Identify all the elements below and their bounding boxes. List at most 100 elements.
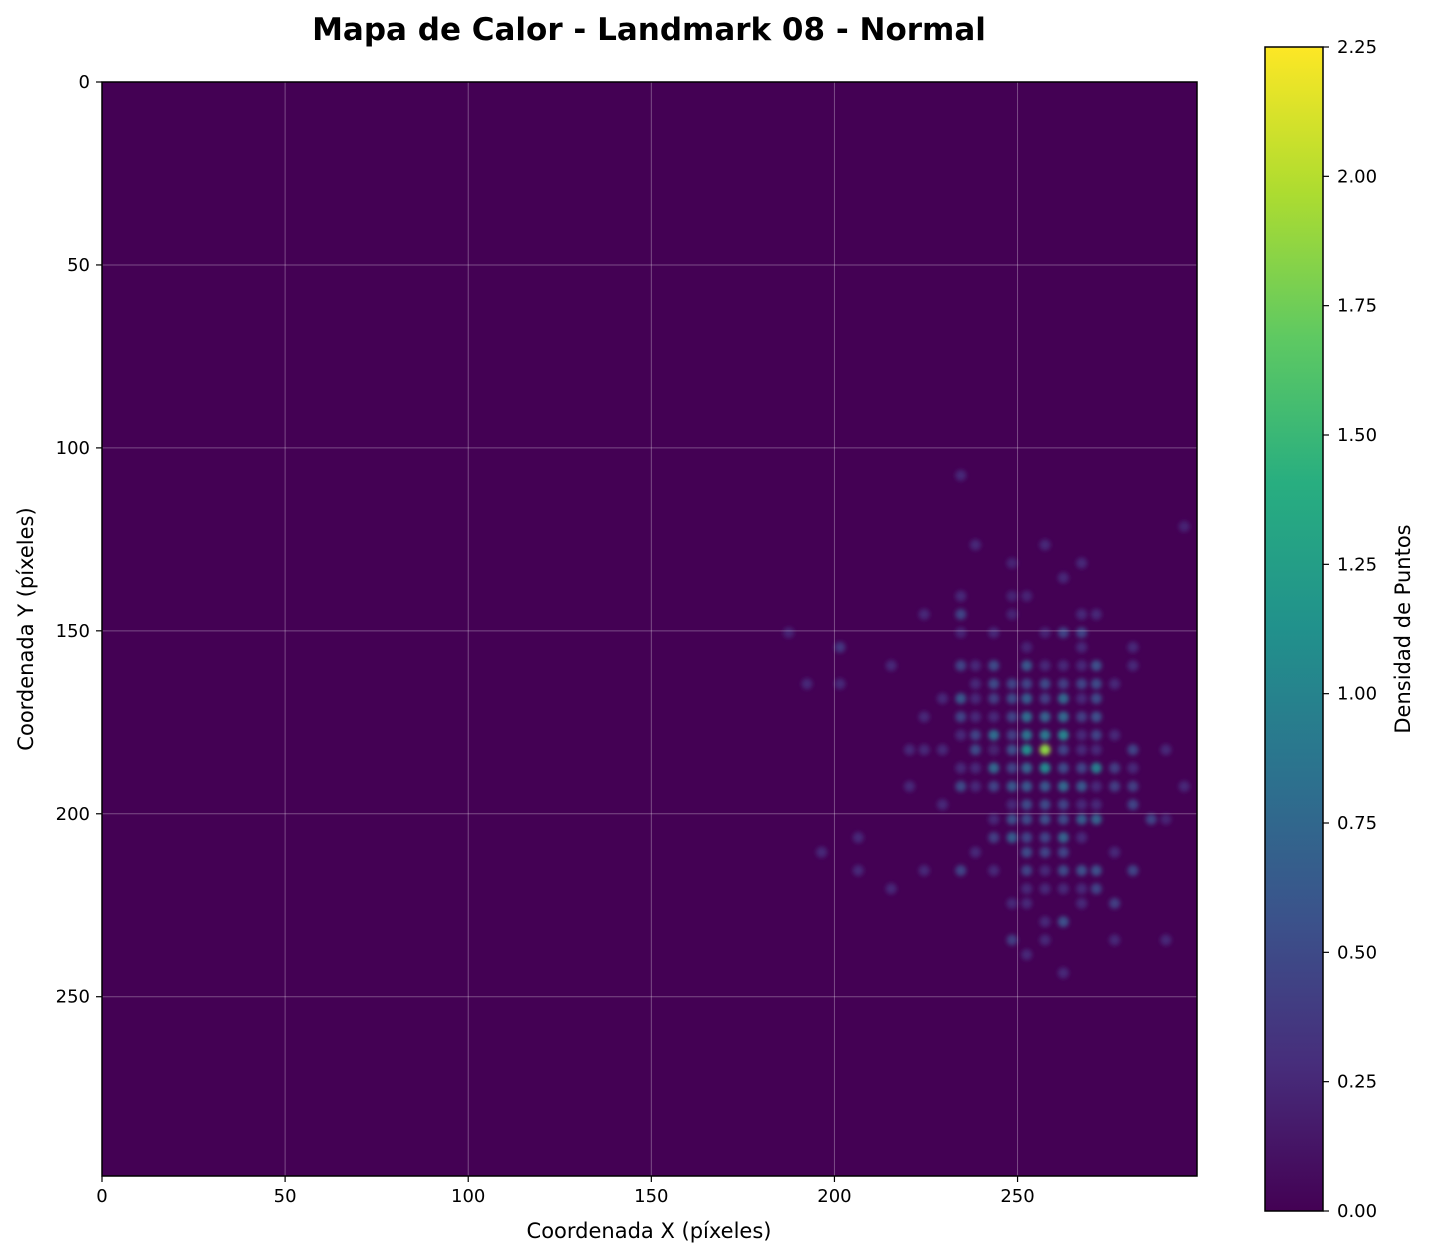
density-point [1057, 762, 1069, 774]
plot-frame [101, 81, 1198, 1177]
density-point [955, 762, 967, 774]
density-point [834, 641, 846, 653]
density-point [1006, 729, 1018, 741]
density-point [1021, 864, 1033, 876]
density-point [1076, 813, 1088, 825]
density-point [1109, 678, 1121, 690]
density-point [1076, 608, 1088, 620]
colorbar-tick-label: 2.25 [1337, 37, 1377, 58]
y-tick-label: 100 [56, 438, 90, 459]
density-point [1039, 832, 1051, 844]
colorbar-ticks: 0.00 0.25 0.50 0.75 1.00 1.25 1.50 1.75 2.00 2.25 [1323, 37, 1377, 1222]
density-point [1039, 780, 1051, 792]
density-point [955, 711, 967, 723]
density-point [1076, 762, 1088, 774]
density-point [1039, 934, 1051, 946]
density-point [1039, 693, 1051, 705]
density-point [1109, 780, 1121, 792]
density-point [1109, 934, 1121, 946]
density-point [988, 762, 1000, 774]
density-point [1109, 846, 1121, 858]
density-point [1021, 799, 1033, 811]
density-point [1006, 711, 1018, 723]
y-tick-label: 200 [56, 804, 90, 825]
density-point [1090, 711, 1102, 723]
density-point [969, 678, 981, 690]
density-point [1039, 678, 1051, 690]
density-point [1127, 864, 1139, 876]
density-point [1006, 897, 1018, 909]
density-point [1076, 744, 1088, 756]
density-point [1090, 678, 1102, 690]
density-point [988, 711, 1000, 723]
density-point [1006, 780, 1018, 792]
density-point [1127, 641, 1139, 653]
density-point [969, 693, 981, 705]
y-axis-ticks: 0 50 100 150 200 250 [56, 72, 102, 1008]
density-point [1021, 693, 1033, 705]
density-point [1039, 660, 1051, 672]
colorbar-tick-label: 0.25 [1337, 1072, 1377, 1093]
density-point [969, 744, 981, 756]
density-point [1057, 846, 1069, 858]
density-point [918, 711, 930, 723]
density-point [1039, 762, 1051, 774]
density-point [1057, 916, 1069, 928]
density-point [1057, 883, 1069, 895]
density-point [1021, 744, 1033, 756]
density-point [1057, 832, 1069, 844]
density-point [1090, 813, 1102, 825]
density-point [1057, 572, 1069, 584]
density-point [1021, 883, 1033, 895]
density-point [1076, 627, 1088, 639]
density-point [969, 762, 981, 774]
density-point [852, 832, 864, 844]
density-point [1021, 641, 1033, 653]
density-point [1076, 693, 1088, 705]
density-point [936, 799, 948, 811]
density-point [1090, 799, 1102, 811]
density-point [1057, 780, 1069, 792]
y-axis-label: Coordenada Y (píxeles) [14, 507, 38, 750]
density-point [1076, 660, 1088, 672]
x-axis-label: Coordenada X (píxeles) [527, 1219, 772, 1243]
density-point [1006, 744, 1018, 756]
density-point [1006, 934, 1018, 946]
density-point [936, 744, 948, 756]
density-point [1039, 744, 1051, 756]
density-point [1127, 660, 1139, 672]
density-point [969, 660, 981, 672]
density-point [1039, 539, 1051, 551]
x-tick-label: 250 [1000, 1186, 1034, 1207]
density-point [1178, 780, 1190, 792]
density-point [1109, 729, 1121, 741]
density-point [1076, 641, 1088, 653]
density-point [1076, 557, 1088, 569]
density-point [1039, 627, 1051, 639]
y-tick-label: 50 [67, 255, 90, 276]
colorbar-label: Densidad de Puntos [1391, 524, 1415, 733]
density-point [955, 469, 967, 481]
density-point [1021, 660, 1033, 672]
density-point [1039, 883, 1051, 895]
y-tick-label: 250 [56, 987, 90, 1008]
colorbar-tick-label: 1.50 [1337, 425, 1377, 446]
density-point [1021, 678, 1033, 690]
density-point [1006, 762, 1018, 774]
density-point [783, 627, 795, 639]
density-point [955, 608, 967, 620]
density-point [1057, 799, 1069, 811]
density-point [816, 846, 828, 858]
density-point [936, 693, 948, 705]
plot-background [102, 82, 1197, 1176]
density-point [988, 627, 1000, 639]
colorbar-tick-label: 1.25 [1337, 554, 1377, 575]
density-point [852, 864, 864, 876]
density-point [1178, 521, 1190, 533]
density-point [988, 864, 1000, 876]
density-point [1006, 557, 1018, 569]
density-point [1057, 678, 1069, 690]
density-point [1090, 883, 1102, 895]
density-point [1057, 744, 1069, 756]
